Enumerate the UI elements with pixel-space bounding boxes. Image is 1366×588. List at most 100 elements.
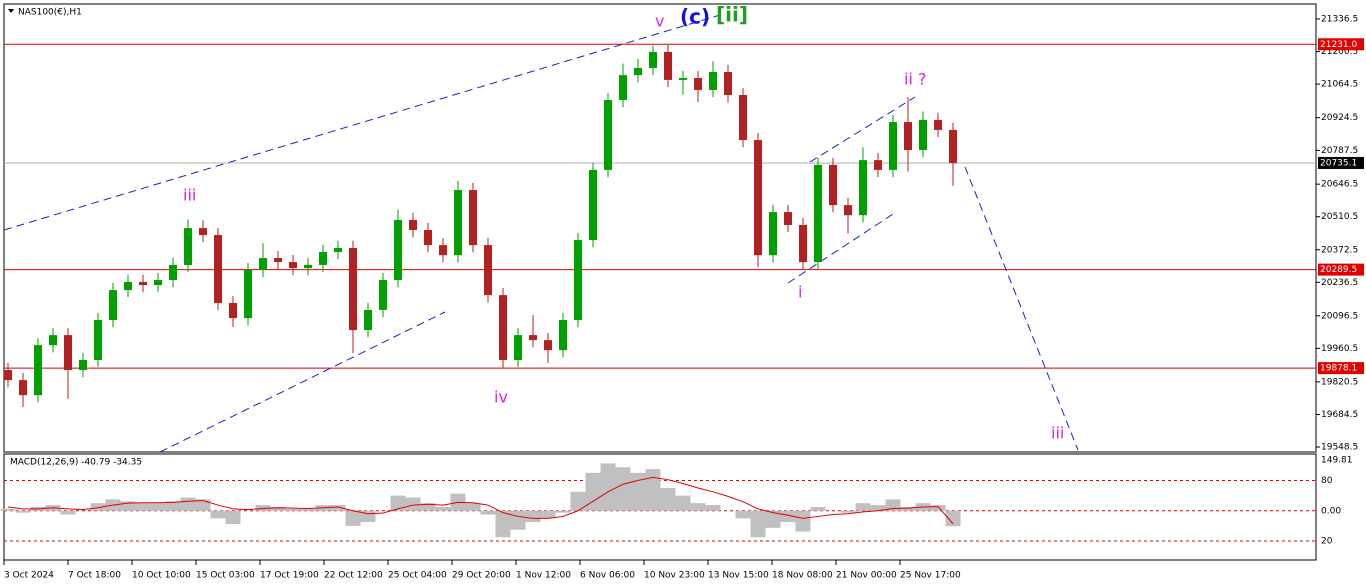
x-tick-label: 22 Oct 12:00 [324,571,383,581]
candle-body [949,129,957,163]
candle-body [289,262,297,269]
candle-body [799,224,807,263]
wave-label: v [655,12,664,31]
x-tick-label: 3 Oct 2024 [4,571,54,581]
x-tick-label: 25 Nov 17:00 [900,571,961,581]
macd-bar [360,510,376,523]
candle-body [619,75,627,101]
candle-body [394,219,402,281]
macd-bar [285,508,301,511]
macd-bar [765,510,781,528]
candle-body [259,258,267,270]
candle-body [19,380,27,396]
y-tick-label: 20510.5 [1321,212,1358,222]
macd-tick-label: 0.00 [1321,506,1341,516]
macd-bar [855,503,871,511]
macd-bar [555,510,571,513]
macd-bar [300,508,316,511]
macd-bar [90,503,106,511]
candle-body [199,228,207,236]
candle-body [154,280,162,286]
y-tick-label: 21064.5 [1321,80,1358,90]
macd-bar [165,501,181,511]
wave-label: [ii] [716,3,748,27]
macd-bar [330,505,346,511]
macd-bar [945,510,961,527]
macd-bar [420,503,436,511]
candle-body [334,247,342,253]
candle-body [559,320,567,351]
macd-bar [225,510,241,525]
candle-body [109,290,117,321]
candle-body [319,252,327,265]
x-tick-label: 7 Oct 18:00 [68,571,121,581]
x-tick-label: 25 Oct 04:00 [388,571,447,581]
candle-body [229,303,237,319]
y-tick-label: 21200.5 [1321,47,1358,57]
candle-body [139,281,147,286]
candle-body [859,160,867,216]
macd-bar [435,506,451,511]
candle-body [934,119,942,130]
macd-bar [585,472,601,511]
macd-bar [540,510,556,519]
wave-label: ii ? [904,70,926,89]
level-label: 20289.5 [1320,265,1357,275]
candle-body [409,219,417,231]
candle-body [739,95,747,141]
macd-bar [885,499,901,511]
candle-body [424,230,432,246]
candle-body [814,164,822,263]
macd-bar [270,506,286,511]
macd-bar [660,488,676,511]
macd-bar [510,510,526,530]
candle-body [514,335,522,360]
macd-bar [675,495,691,511]
macd-bar [405,497,421,511]
macd-bar [210,510,226,519]
x-tick-label: 6 Nov 06:00 [580,571,635,581]
y-tick-label: 20096.5 [1321,311,1358,321]
macd-bar [0,508,16,511]
x-tick-label: 10 Nov 23:00 [644,571,705,581]
candle-body [634,67,642,76]
y-tick-label: 19960.5 [1321,344,1358,354]
x-tick-label: 17 Oct 19:00 [260,571,319,581]
macd-bar [150,503,166,511]
macd-bar [60,510,76,515]
candle-body [604,100,612,170]
candle-body [904,122,912,151]
macd-bar [600,463,616,511]
candle-body [184,228,192,265]
macd-title: MACD(12,26,9) -40.79 -34.35 [10,458,142,468]
x-tick-label: 29 Oct 20:00 [452,571,511,581]
menu-arrow [8,9,14,13]
macd-bar [15,510,31,513]
candle-body [499,295,507,360]
x-tick-label: 13 Nov 15:00 [708,571,769,581]
candle-body [169,264,177,281]
candle-body [709,72,717,90]
candle-body [304,264,312,269]
level-label: 21231.0 [1320,40,1357,50]
y-tick-label: 20236.5 [1321,278,1358,288]
macd-bar [480,510,496,515]
y-tick-label: 21336.5 [1321,15,1358,25]
macd-bar [690,503,706,511]
level-box [1318,362,1364,375]
macd-bar [810,506,826,511]
candle-body [784,212,792,225]
macd-bar [705,505,721,511]
macd-bar [390,495,406,511]
candle-body [544,340,552,351]
candle-body [124,281,132,291]
level-box [1318,38,1364,51]
macd-bar [120,501,136,511]
candle-body [529,335,537,341]
candle-body [829,164,837,206]
candle-body [469,190,477,246]
candle-body [49,335,57,346]
level-label: 20735.1 [1320,158,1357,168]
candle-body [439,245,447,256]
